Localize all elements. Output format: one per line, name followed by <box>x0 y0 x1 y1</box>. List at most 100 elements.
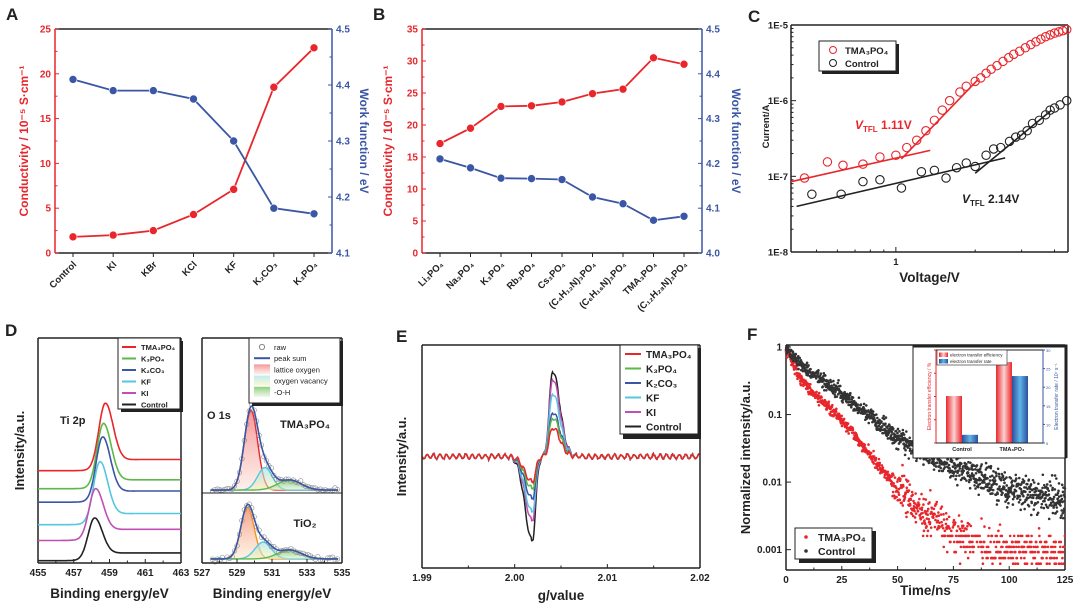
data-point <box>987 526 991 530</box>
y2-axis-title: Work function / eV <box>357 88 371 193</box>
data-point <box>910 512 914 516</box>
data-point <box>1035 487 1039 490</box>
data-point <box>875 413 878 416</box>
data-point <box>1018 494 1022 498</box>
data-point <box>968 550 972 554</box>
data-point <box>941 173 951 183</box>
data-point <box>1024 550 1028 554</box>
panel-d-ti2p: D 455 457 459 461 463 Binding energy/eV Intensi… <box>5 321 190 601</box>
data-point <box>846 429 849 433</box>
data-point <box>835 395 839 398</box>
data-point <box>979 478 982 481</box>
y2-tick-label: 4.3 <box>336 137 350 148</box>
data-point <box>964 550 967 554</box>
y2-tick-label: 4.0 <box>706 249 720 260</box>
data-point <box>1017 534 1020 538</box>
data-point <box>809 382 812 386</box>
data-point <box>1008 534 1012 538</box>
data-point <box>927 517 931 521</box>
data-point <box>435 154 445 164</box>
data-point <box>908 447 912 451</box>
data-point <box>817 404 821 407</box>
y2-tick-label: 15 <box>1046 404 1051 409</box>
data-point <box>990 534 994 538</box>
data-point <box>900 501 904 505</box>
data-point <box>890 475 893 478</box>
data-point <box>840 424 844 428</box>
vtfl-annotation: VTFL 2.14V <box>962 192 1019 208</box>
data-point <box>1017 482 1020 486</box>
data-point <box>1009 545 1013 549</box>
category-label: Na₃PO₄ <box>444 259 477 292</box>
data-point <box>1032 481 1036 484</box>
data-point <box>1046 486 1050 490</box>
data-point <box>998 562 1002 565</box>
legend-label: lattice oxygen <box>274 365 320 374</box>
data-point <box>1034 545 1037 549</box>
data-point <box>846 392 849 396</box>
data-point <box>993 479 997 482</box>
data-point <box>890 433 893 436</box>
data-point <box>835 407 838 411</box>
data-point <box>900 474 904 478</box>
panel-e: E 1.99 2.00 2.01 2.02 g/value Intensity/a.u. TM… <box>394 327 710 603</box>
data-point <box>945 517 949 521</box>
data-point <box>953 521 957 524</box>
data-point <box>915 507 919 510</box>
data-point <box>885 429 888 433</box>
data-point <box>808 386 812 390</box>
data-point <box>1003 481 1006 485</box>
y-tick-label: 25 <box>40 25 52 36</box>
data-point <box>1036 500 1040 504</box>
data-point <box>878 461 882 465</box>
data-point <box>949 540 952 544</box>
data-point <box>845 400 849 404</box>
data-point <box>961 526 964 530</box>
data-point <box>948 527 951 530</box>
data-point <box>993 482 996 485</box>
data-point <box>864 446 867 450</box>
data-point <box>906 479 910 483</box>
data-point <box>989 466 993 470</box>
data-point <box>959 529 963 533</box>
fit-line <box>900 79 979 160</box>
data-point <box>1044 496 1047 500</box>
data-point <box>1060 497 1064 501</box>
data-point <box>1007 556 1010 560</box>
data-point <box>1009 488 1012 491</box>
data-point <box>1061 500 1064 504</box>
data-point <box>902 474 906 478</box>
data-point <box>992 540 996 544</box>
data-point <box>189 94 198 104</box>
legend-label: Control <box>845 59 879 70</box>
data-point <box>902 433 906 436</box>
data-point <box>1012 545 1016 549</box>
data-point <box>901 463 904 467</box>
data-point <box>1027 504 1031 508</box>
legend-box <box>794 527 873 560</box>
data-point <box>966 471 970 475</box>
data-point <box>957 534 960 538</box>
data-point <box>1007 501 1010 505</box>
y2-tick-label: 4.2 <box>336 193 350 204</box>
y2-tick-label: 5 <box>1046 441 1049 446</box>
data-point <box>991 562 994 565</box>
data-point <box>894 429 898 433</box>
data-point <box>1020 43 1031 53</box>
data-point <box>841 401 845 404</box>
data-point <box>897 493 901 497</box>
data-point <box>1055 100 1065 110</box>
data-point <box>923 519 926 522</box>
data-point <box>952 540 956 544</box>
raw-data-point <box>214 486 220 492</box>
data-point <box>1031 550 1035 554</box>
data-point <box>873 419 877 423</box>
data-point <box>1030 534 1033 538</box>
data-point <box>872 449 875 453</box>
data-point <box>1025 540 1028 544</box>
bar <box>962 434 978 443</box>
data-point <box>981 545 985 549</box>
data-point <box>1019 482 1023 486</box>
data-point <box>983 475 987 479</box>
data-point <box>921 511 924 515</box>
